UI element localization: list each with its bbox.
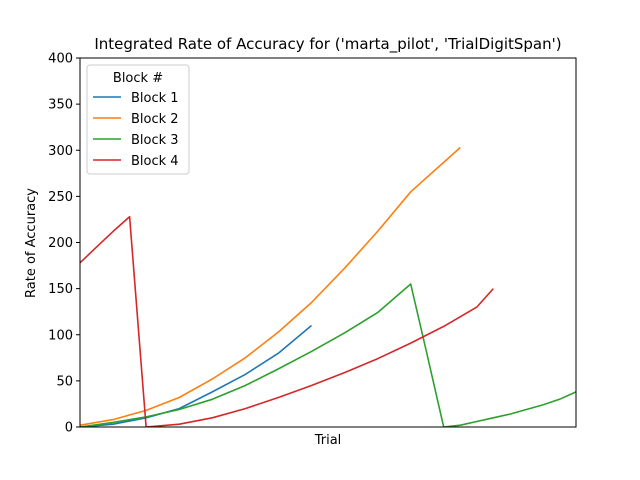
series-line-block-2 [80, 146, 461, 426]
y-tick-label: 250 [48, 190, 73, 205]
legend: Block # Block 1 Block 2 Block 3 Block 4 [86, 64, 190, 175]
legend-label-block-1: Block 1 [131, 91, 179, 106]
y-tick-label: 50 [56, 374, 73, 389]
chart-title: Integrated Rate of Accuracy for ('marta_… [94, 35, 561, 54]
legend-label-block-4: Block 4 [131, 154, 179, 169]
y-tick-label: 0 [65, 421, 73, 436]
y-tick-label: 400 [48, 52, 73, 67]
legend-label-block-3: Block 3 [131, 133, 179, 148]
y-tick-label: 350 [48, 98, 73, 113]
y-tick-label: 300 [48, 144, 73, 159]
y-tick-label: 150 [48, 282, 73, 297]
series-layer [80, 146, 576, 427]
x-axis-label: Trial [314, 433, 342, 448]
series-line-block-3 [80, 283, 576, 427]
series-line-block-4 [80, 215, 494, 427]
y-axis-label: Rate of Accuracy [24, 188, 39, 298]
y-tick-label: 100 [48, 328, 73, 343]
legend-box [86, 64, 190, 175]
axes-layer: 0 50 100 150 200 250 300 350 400 [48, 52, 577, 436]
legend-title: Block # [113, 71, 163, 86]
series-line-block-1 [80, 324, 313, 427]
y-tick-label: 200 [48, 236, 73, 251]
legend-label-block-2: Block 2 [131, 112, 179, 127]
